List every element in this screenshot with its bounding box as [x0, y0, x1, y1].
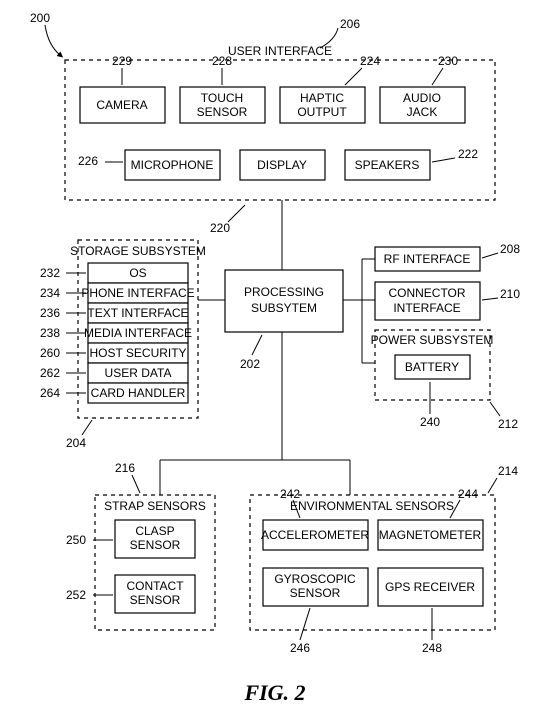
ref-238: 238: [40, 326, 60, 340]
processing-group: PROCESSING SUBSYTEM 202: [225, 270, 343, 371]
touch-sensor-label-1: TOUCH: [201, 91, 243, 105]
user-interface-group: USER INTERFACE 206 CAMERA 229 TOUCH SENS…: [65, 17, 495, 270]
ref-220: 220: [210, 221, 230, 235]
haptic-label-2: OUTPUT: [297, 105, 347, 119]
clasp-label-2: SENSOR: [130, 538, 181, 552]
storage-rows: OS 232 PHONE INTERFACE 234 TEXT INTERFAC…: [40, 263, 195, 403]
ref-212-lead: [490, 402, 500, 416]
processing-label-1: PROCESSING: [244, 285, 324, 299]
ref-236: 236: [40, 306, 60, 320]
contact-label-1: CONTACT: [126, 579, 184, 593]
ref-226: 226: [78, 154, 98, 168]
user-interface-title: USER INTERFACE: [228, 44, 332, 58]
ref-216: 216: [115, 461, 135, 475]
microphone-label: MICROPHONE: [131, 158, 214, 172]
ref-242: 242: [280, 487, 300, 501]
ref-210: 210: [500, 287, 520, 301]
right-stack: RF INTERFACE 208 CONNECTOR INTERFACE 210…: [343, 242, 520, 431]
storage-row-3-label: MEDIA INTERFACE: [84, 326, 192, 340]
ref-210-lead: [482, 298, 498, 300]
haptic-label-1: HAPTIC: [300, 91, 344, 105]
gyro-label-1: GYROSCOPIC: [274, 572, 356, 586]
ref-206: 206: [340, 17, 360, 31]
mag-label: MAGNETOMETER: [379, 528, 482, 542]
env-box: [250, 495, 495, 630]
ref-200: 200: [30, 11, 50, 25]
audio-jack-label-1: AUDIO: [403, 91, 441, 105]
battery-label: BATTERY: [405, 360, 459, 374]
ref-208: 208: [500, 242, 520, 256]
ref-250: 250: [66, 533, 86, 547]
audio-jack-label-2: JACK: [407, 105, 438, 119]
ref-204: 204: [66, 436, 86, 450]
storage-row-0-label: OS: [129, 266, 146, 280]
touch-sensor-label-2: SENSOR: [197, 105, 248, 119]
ref-212: 212: [498, 417, 518, 431]
ref-232: 232: [40, 266, 60, 280]
rf-label: RF INTERFACE: [384, 252, 471, 266]
processing-label-2: SUBSYTEM: [251, 301, 317, 315]
gps-label: GPS RECEIVER: [385, 580, 475, 594]
accel-label: ACCELEROMETER: [261, 528, 369, 542]
strap-group: STRAP SENSORS 216 CLASP SENSOR 250 CONTA…: [66, 461, 215, 630]
storage-group: STORAGE SUBSYSTEM 204 OS 232 PHONE INTER…: [40, 240, 225, 450]
storage-row-5-label: USER DATA: [105, 366, 172, 380]
connector-label-1: CONNECTOR: [388, 286, 465, 300]
ref-244: 244: [458, 487, 478, 501]
ref-204-lead: [82, 420, 92, 435]
power-title: POWER SUBSYSTEM: [371, 333, 494, 347]
ref-246: 246: [290, 641, 310, 655]
storage-row-2-label: TEXT INTERFACE: [87, 306, 188, 320]
gyro-label-2: SENSOR: [290, 586, 341, 600]
storage-row-6-label: CARD HANDLER: [91, 386, 186, 400]
env-title: ENVIRONMENTAL SENSORS: [290, 499, 454, 513]
storage-title: STORAGE SUBSYSTEM: [70, 244, 206, 258]
figure-diagram: 200 USER INTERFACE 206 CAMERA 229 TOUCH …: [0, 0, 550, 727]
camera-label: CAMERA: [96, 98, 147, 112]
ref-230: 230: [438, 54, 458, 68]
ref-260: 260: [40, 346, 60, 360]
display-label: DISPLAY: [257, 158, 307, 172]
strap-title: STRAP SENSORS: [104, 499, 206, 513]
ref-202-lead: [252, 335, 262, 355]
clasp-label-1: CLASP: [135, 524, 174, 538]
ref-214: 214: [498, 464, 518, 478]
ref-248: 248: [422, 641, 442, 655]
storage-row-4-label: HOST SECURITY: [89, 346, 186, 360]
ref-228: 228: [212, 54, 232, 68]
ref-220-lead: [228, 205, 245, 222]
ref-224: 224: [360, 54, 380, 68]
ref-202: 202: [240, 357, 260, 371]
ref-252: 252: [66, 588, 86, 602]
ref-240: 240: [420, 415, 440, 429]
figure-caption: FIG. 2: [243, 680, 305, 705]
ref-264: 264: [40, 386, 60, 400]
contact-label-2: SENSOR: [130, 593, 181, 607]
speakers-label: SPEAKERS: [355, 158, 420, 172]
ref-208-lead: [482, 253, 498, 258]
ref-229: 229: [112, 54, 132, 68]
ref-234: 234: [40, 286, 60, 300]
ref-200-lead: [45, 25, 60, 55]
connector-label-2: INTERFACE: [393, 301, 460, 315]
ref-222: 222: [458, 147, 478, 161]
ref-216-lead: [132, 475, 140, 493]
ref-214-lead: [488, 478, 497, 493]
env-group: ENVIRONMENTAL SENSORS 214 ACCELEROMETER …: [250, 464, 518, 655]
ref-262: 262: [40, 366, 60, 380]
storage-row-1-label: PHONE INTERFACE: [81, 286, 194, 300]
